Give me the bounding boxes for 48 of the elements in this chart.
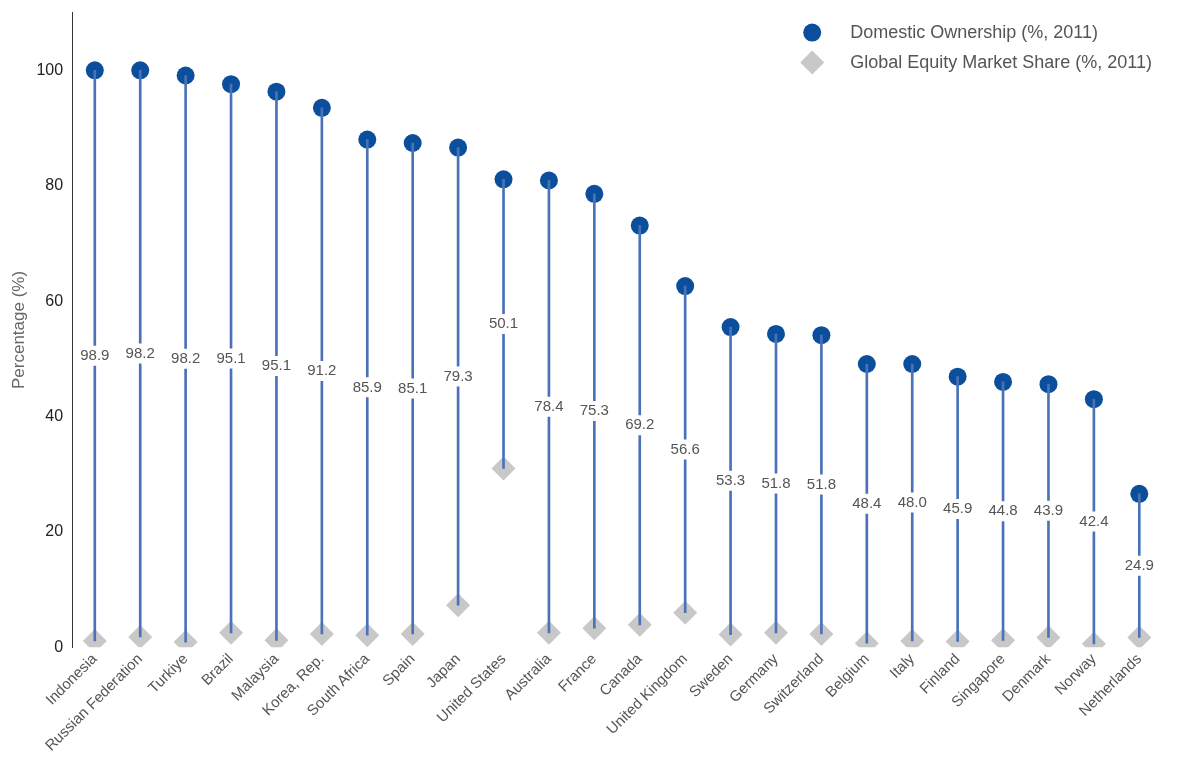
point <box>309 622 334 647</box>
legend-label: Global Equity Market Share (%, 2011) <box>850 51 1152 72</box>
data-label: 24.9 <box>1124 555 1154 573</box>
point <box>1084 390 1103 409</box>
point <box>676 277 695 296</box>
point <box>763 620 788 645</box>
data-label: 51.8 <box>806 474 837 492</box>
point <box>536 620 561 645</box>
data-label: 48.4 <box>852 493 882 511</box>
x-tick-label: Italy <box>885 649 918 682</box>
data-label: 42.4 <box>1079 511 1109 529</box>
point <box>446 593 471 618</box>
y-tick-label: 20 <box>45 522 64 540</box>
data-label: 78.4 <box>534 396 564 414</box>
y-tick-label: 0 <box>54 637 64 655</box>
data-label: 98.2 <box>125 343 155 361</box>
point <box>673 600 698 625</box>
data-label: 98.9 <box>80 345 110 363</box>
data-label: 79.3 <box>443 366 473 384</box>
point <box>994 372 1013 391</box>
data-label: 85.9 <box>352 377 382 395</box>
point <box>449 138 468 157</box>
data-label: 53.3 <box>715 470 746 488</box>
data-label: 50.1 <box>488 314 519 332</box>
y-tick-label: 100 <box>36 60 64 78</box>
data-label: 85.1 <box>398 378 428 396</box>
data-label: 48.0 <box>897 492 927 510</box>
y-tick-label: 80 <box>45 176 64 194</box>
point <box>222 75 241 94</box>
data-label: 95.1 <box>216 348 246 366</box>
point <box>219 620 244 645</box>
point <box>766 324 785 343</box>
y-tick-label: 40 <box>45 406 64 424</box>
data-label: 69.2 <box>625 415 655 433</box>
y-axis-title: Percentage (%) <box>8 270 28 390</box>
data-label: 45.9 <box>943 499 973 517</box>
data-label: 75.3 <box>579 401 609 419</box>
data-label: 44.8 <box>988 501 1018 519</box>
point <box>312 98 331 117</box>
data-label: 91.2 <box>307 361 337 379</box>
point <box>539 171 558 190</box>
data-label: 51.8 <box>761 473 791 491</box>
data-label: 43.9 <box>1033 500 1064 518</box>
y-tick-label: 60 <box>45 291 64 309</box>
data-label: 98.2 <box>171 348 201 366</box>
data-label: 95.1 <box>261 356 292 374</box>
data-label: 56.6 <box>670 439 700 457</box>
legend-label: Domestic Ownership (%, 2011) <box>850 21 1098 42</box>
